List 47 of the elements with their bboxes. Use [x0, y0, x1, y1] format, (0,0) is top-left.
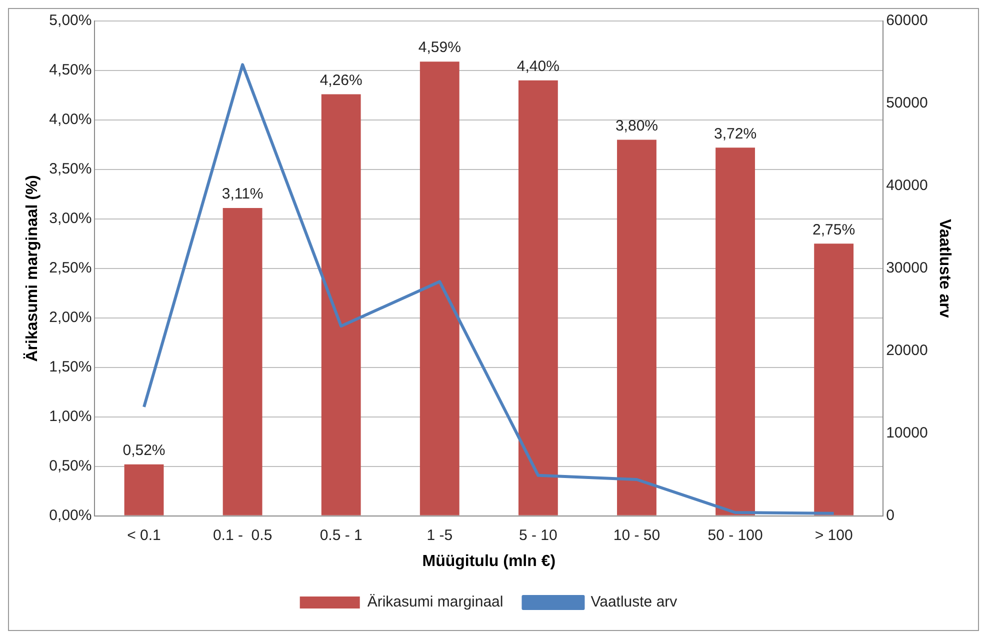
bar	[420, 62, 460, 516]
bar	[222, 208, 262, 516]
x-tick-label: 10 - 50	[613, 526, 660, 544]
y-tick-label: 2,00%	[49, 309, 92, 326]
y2-tick-label: 40000	[886, 177, 928, 194]
data-label: 3,80%	[615, 117, 658, 134]
x-tick-label: 0.1 - 0.5	[212, 526, 272, 544]
y-tick-label: 2,50%	[49, 260, 92, 277]
y2-tick-label: 0	[886, 506, 894, 524]
y-tick-label: 5,00%	[49, 12, 92, 30]
data-label: 4,26%	[320, 72, 362, 89]
y-tick-label: 3,50%	[49, 160, 92, 178]
y-tick-label: 1,00%	[49, 408, 92, 425]
x-tick-label: 5 - 10	[519, 526, 558, 544]
data-label: 4,40%	[516, 58, 560, 76]
data-label: 2,75%	[812, 221, 856, 238]
data-label: 4,59%	[418, 39, 461, 56]
x-tick-label: 0.5 - 1	[320, 526, 362, 544]
y-tick-label: 4,50%	[49, 62, 92, 79]
x-tick-label: < 0.1	[127, 526, 161, 544]
y-tick-label: 3,00%	[49, 210, 92, 228]
y-tick-label: 0,50%	[49, 457, 92, 474]
x-tick-label: 1 -5	[426, 526, 453, 544]
data-label: 0,52%	[122, 442, 166, 459]
bar	[321, 94, 361, 516]
legend-label: Vaatluste arv	[590, 594, 678, 611]
y2-tick-label: 10000	[886, 424, 928, 442]
x-tick-label: > 100	[814, 526, 853, 544]
bar	[814, 244, 854, 516]
y2-tick-label: 50000	[886, 94, 928, 112]
bar	[716, 148, 755, 516]
y-tick-label: 1,50%	[49, 358, 92, 376]
bar	[617, 140, 656, 516]
x-tick-label: 50 - 100	[708, 526, 763, 544]
y2-tick-label: 60000	[886, 12, 928, 30]
x-axis-title: Müügitulu (mln €)	[422, 552, 556, 570]
y-tick-label: 0,00%	[49, 506, 92, 524]
data-label: 3,72%	[714, 125, 757, 142]
bar	[124, 464, 164, 516]
y-tick-label: 4,00%	[49, 111, 92, 128]
y2-tick-label: 20000	[886, 342, 928, 360]
legend-label: Ärikasumi marginaal	[367, 594, 504, 611]
y2-tick-label: 30000	[886, 260, 928, 277]
y-axis-title: Ärikasumi marginaal (%)	[23, 175, 42, 362]
bar	[518, 80, 558, 516]
y2-axis-title: Vaatluste arv	[936, 219, 953, 318]
data-label: 3,11%	[222, 186, 264, 203]
